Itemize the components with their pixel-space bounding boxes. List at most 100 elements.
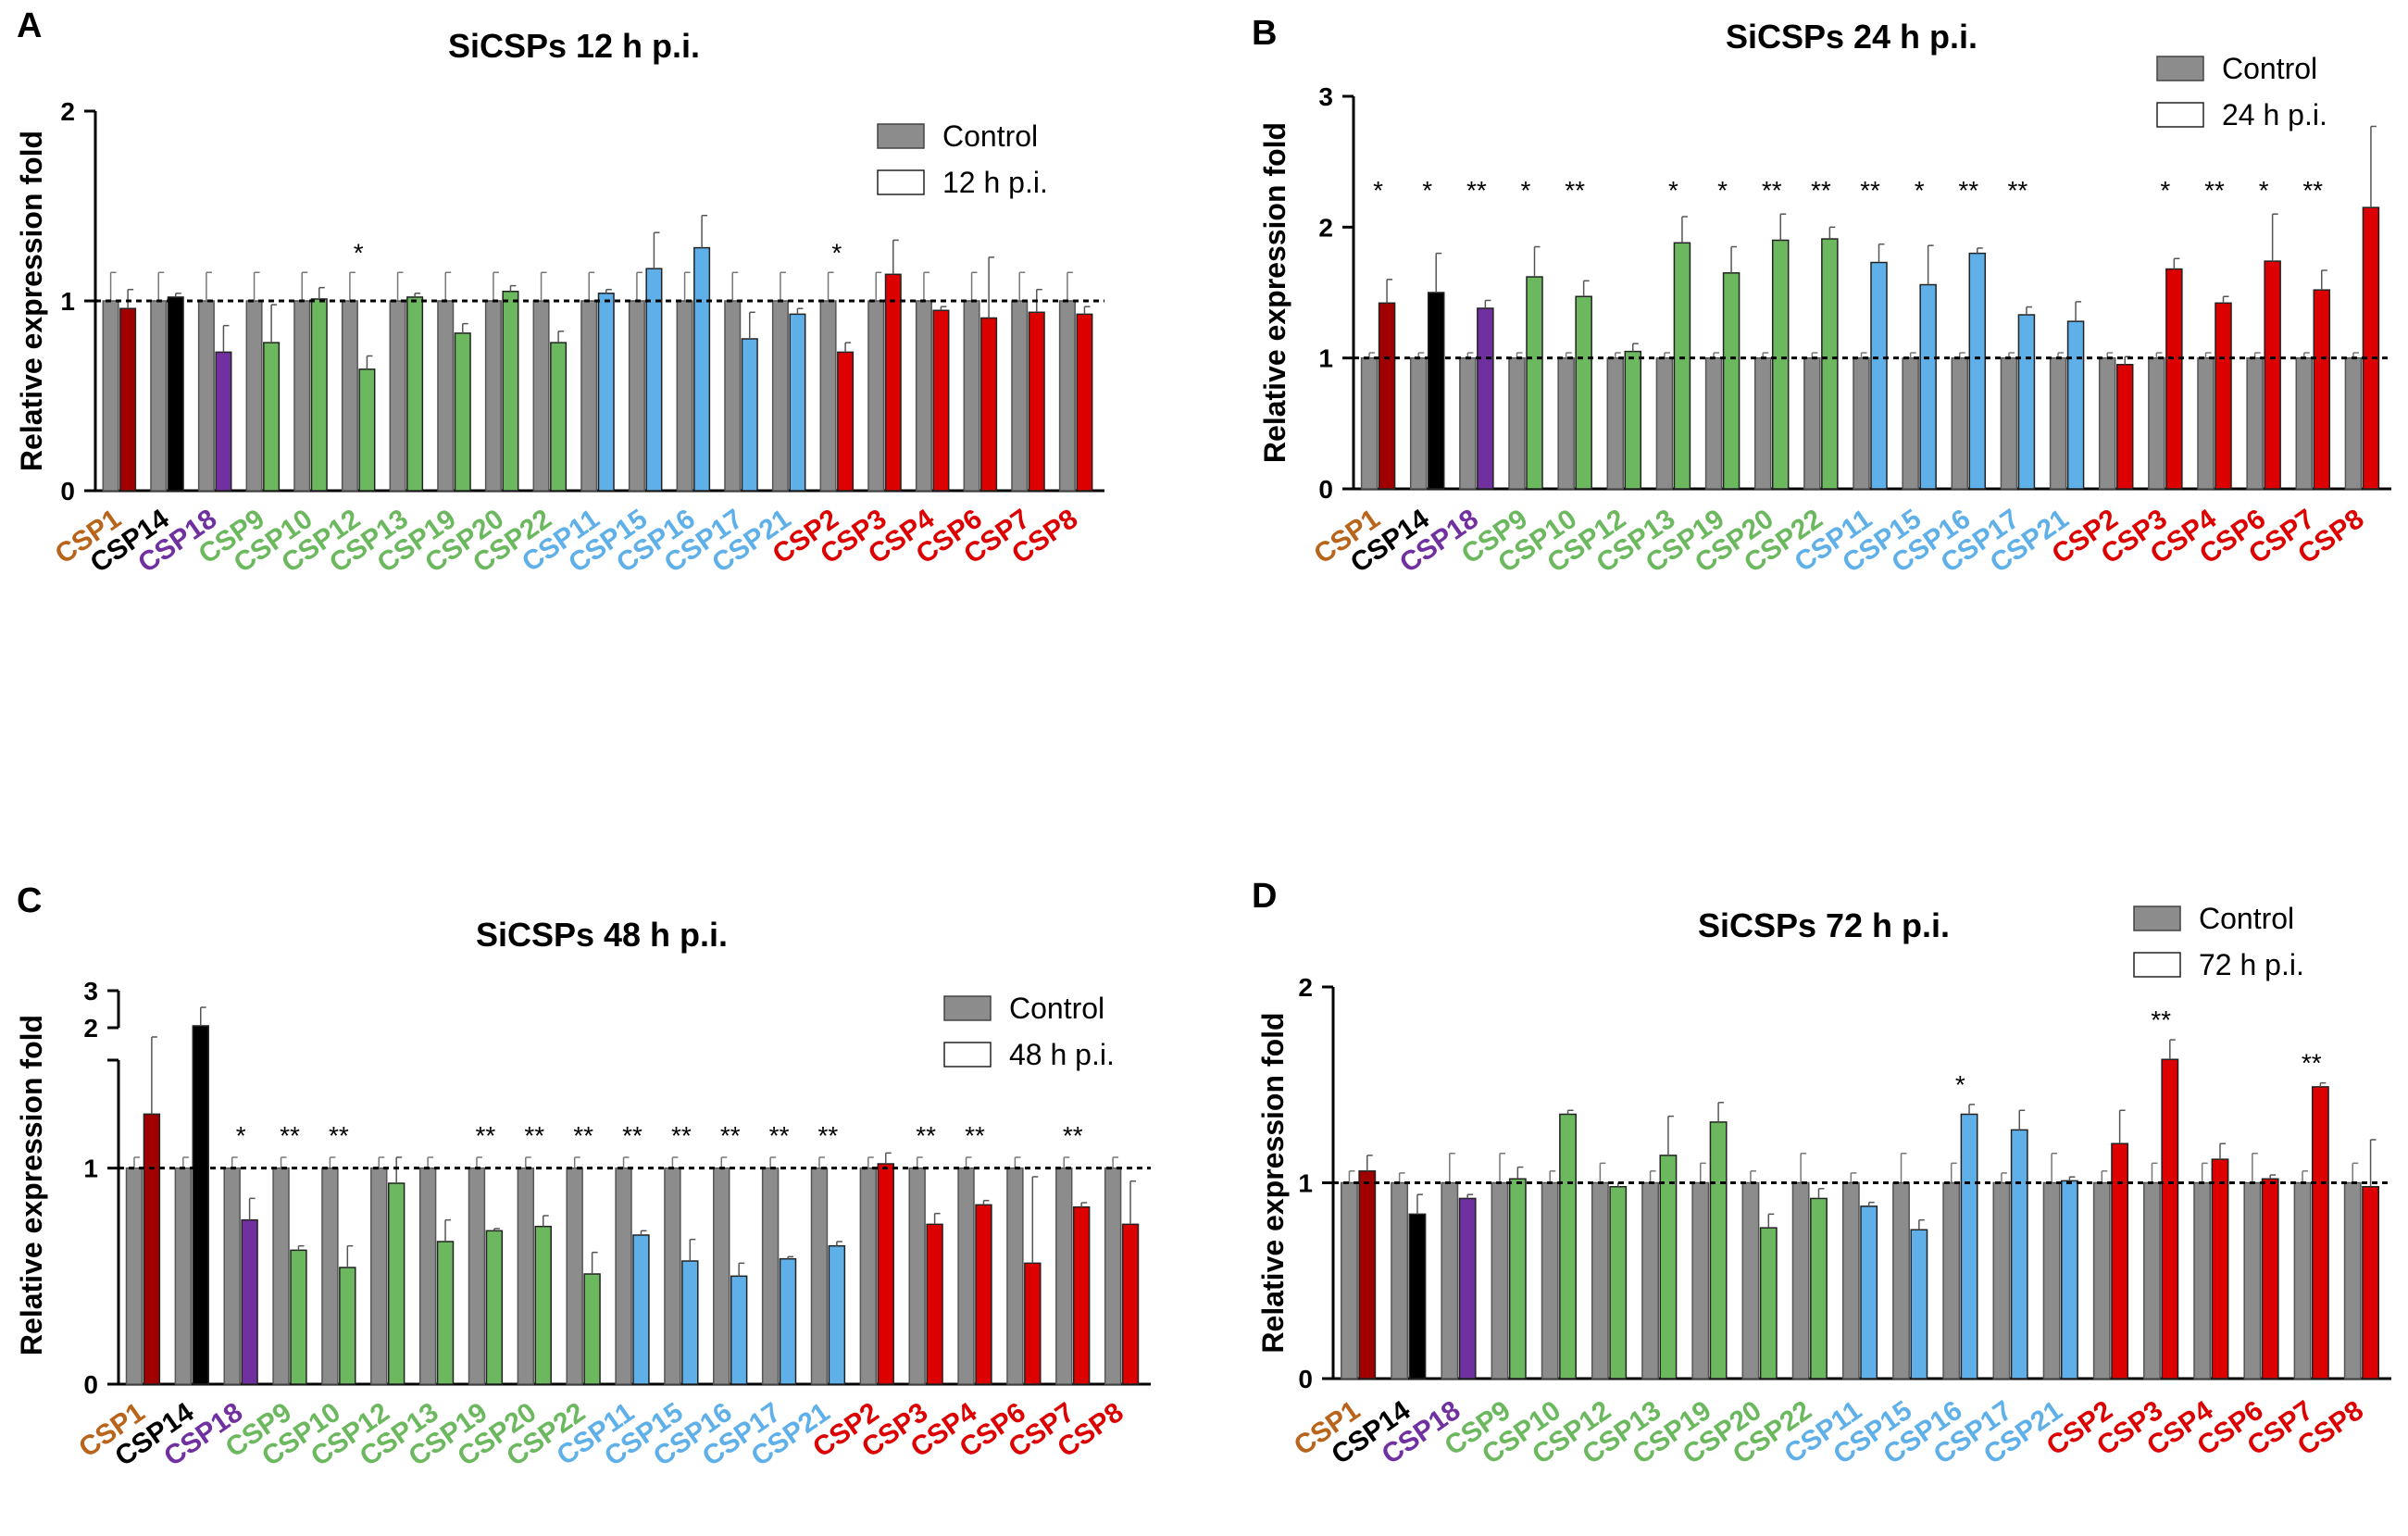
bar-control xyxy=(1741,1181,1760,1380)
legend-label-control: Control xyxy=(1009,992,1104,1025)
significance-marker: ** xyxy=(1860,176,1880,205)
significance-marker: ** xyxy=(1466,176,1487,205)
significance-marker: ** xyxy=(1958,176,1978,205)
bar-control xyxy=(1508,356,1526,490)
bar-control xyxy=(1841,1181,1860,1380)
panel-c: C SiCSPs 48 h p.i. Relative expression fol… xyxy=(15,881,1151,1472)
bar-treated xyxy=(502,291,519,492)
bar-control xyxy=(1541,1181,1559,1380)
bar-treated xyxy=(454,332,471,492)
bar-control xyxy=(2000,356,2018,490)
bar-control xyxy=(1803,356,1821,490)
bar-control xyxy=(676,300,693,492)
legend-swatch-treated xyxy=(2133,952,2181,978)
panel-b: B SiCSPs 24 h p.i. Relative expression fol… xyxy=(1252,14,2391,579)
bar-treated xyxy=(2111,1143,2129,1380)
bar-treated xyxy=(1427,292,1445,490)
legend-label-control: Control xyxy=(2199,902,2294,935)
bar-treated xyxy=(358,368,376,492)
panel-letter: B xyxy=(1252,14,1277,53)
y-tick-label: 3 xyxy=(1318,82,1333,111)
legend-label-treated: 72 h p.i. xyxy=(2199,948,2304,981)
bar-control xyxy=(1655,356,1674,490)
bar-control xyxy=(272,1167,290,1385)
bar-control xyxy=(1606,356,1625,490)
bar-treated xyxy=(1378,302,1396,490)
bar-control xyxy=(771,300,789,492)
bar-treated xyxy=(1659,1155,1678,1380)
bar-control xyxy=(1951,356,1969,490)
bar-control xyxy=(1691,1181,1710,1380)
significance-marker: ** xyxy=(2302,1049,2322,1078)
significance-marker: ** xyxy=(720,1121,741,1150)
bar-control xyxy=(2148,356,2165,490)
significance-marker: ** xyxy=(1565,176,1585,205)
bar-control xyxy=(1704,356,1723,490)
bar-control xyxy=(245,300,263,492)
bar-treated xyxy=(1910,1229,1928,1380)
legend-label-control: Control xyxy=(942,119,1038,153)
bar-treated xyxy=(119,307,137,492)
y-tick-label: 1 xyxy=(83,1155,98,1183)
significance-marker: * xyxy=(1373,176,1383,205)
bar-treated xyxy=(779,1257,797,1385)
bar-control xyxy=(566,1167,583,1385)
bar-control xyxy=(293,300,311,492)
bar-treated xyxy=(1709,1121,1728,1380)
bar-treated xyxy=(2010,1129,2028,1380)
bar-control xyxy=(418,1167,437,1385)
bar-control xyxy=(1902,356,1919,490)
bar-treated xyxy=(597,293,615,492)
legend-swatch-treated xyxy=(877,169,925,195)
bar-control xyxy=(713,1167,730,1385)
legend-swatch-treated xyxy=(2156,102,2204,128)
legend-swatch-control xyxy=(943,995,992,1021)
bar-control xyxy=(1360,356,1379,490)
bar-treated xyxy=(241,1218,258,1385)
y-tick-label: 0 xyxy=(60,477,75,506)
bar-treated xyxy=(2215,302,2232,490)
bar-control xyxy=(1011,300,1029,492)
bar-treated xyxy=(926,1223,943,1385)
y-tick-label: 1 xyxy=(60,287,75,316)
y-tick-label: 0 xyxy=(83,1370,98,1399)
bar-control xyxy=(1892,1181,1910,1380)
bar-control xyxy=(2343,1181,2362,1380)
significance-marker: * xyxy=(2160,176,2170,205)
bar-treated xyxy=(192,1025,209,1385)
bar-control xyxy=(2098,356,2116,490)
bar-control xyxy=(1055,1167,1073,1385)
bar-treated xyxy=(1771,239,1790,490)
bar-control xyxy=(2092,1181,2111,1380)
legend-swatch-control xyxy=(2133,905,2181,931)
bar-treated xyxy=(1609,1185,1628,1380)
bar-treated xyxy=(1028,311,1045,492)
bar-treated xyxy=(1121,1223,1140,1385)
bar-control xyxy=(724,300,742,492)
bar-control xyxy=(1391,1181,1409,1380)
bar-treated xyxy=(2311,1086,2329,1380)
bar-control xyxy=(1104,1167,1122,1385)
legend-label-treated: 24 h p.i. xyxy=(2222,98,2327,131)
bar-control xyxy=(867,300,885,492)
significance-marker: * xyxy=(1955,1070,1965,1099)
significance-marker: ** xyxy=(965,1121,985,1150)
bar-treated xyxy=(1575,295,1592,490)
bar-control xyxy=(437,300,455,492)
bar-treated xyxy=(884,273,902,492)
significance-marker: ** xyxy=(476,1121,496,1150)
significance-marker: ** xyxy=(1063,1121,1083,1150)
bar-treated xyxy=(1358,1170,1377,1380)
bar-control xyxy=(1459,356,1477,490)
bar-treated xyxy=(828,1244,846,1385)
significance-marker: ** xyxy=(2302,176,2323,205)
bar-control xyxy=(2143,1181,2161,1380)
significance-marker: * xyxy=(236,1121,246,1150)
legend-swatch-control xyxy=(2156,56,2204,81)
bar-treated xyxy=(1526,276,1543,490)
bar-control xyxy=(1942,1181,1961,1380)
bar-control xyxy=(1491,1181,1509,1380)
bar-control xyxy=(1753,356,1772,490)
bar-treated xyxy=(290,1249,307,1385)
